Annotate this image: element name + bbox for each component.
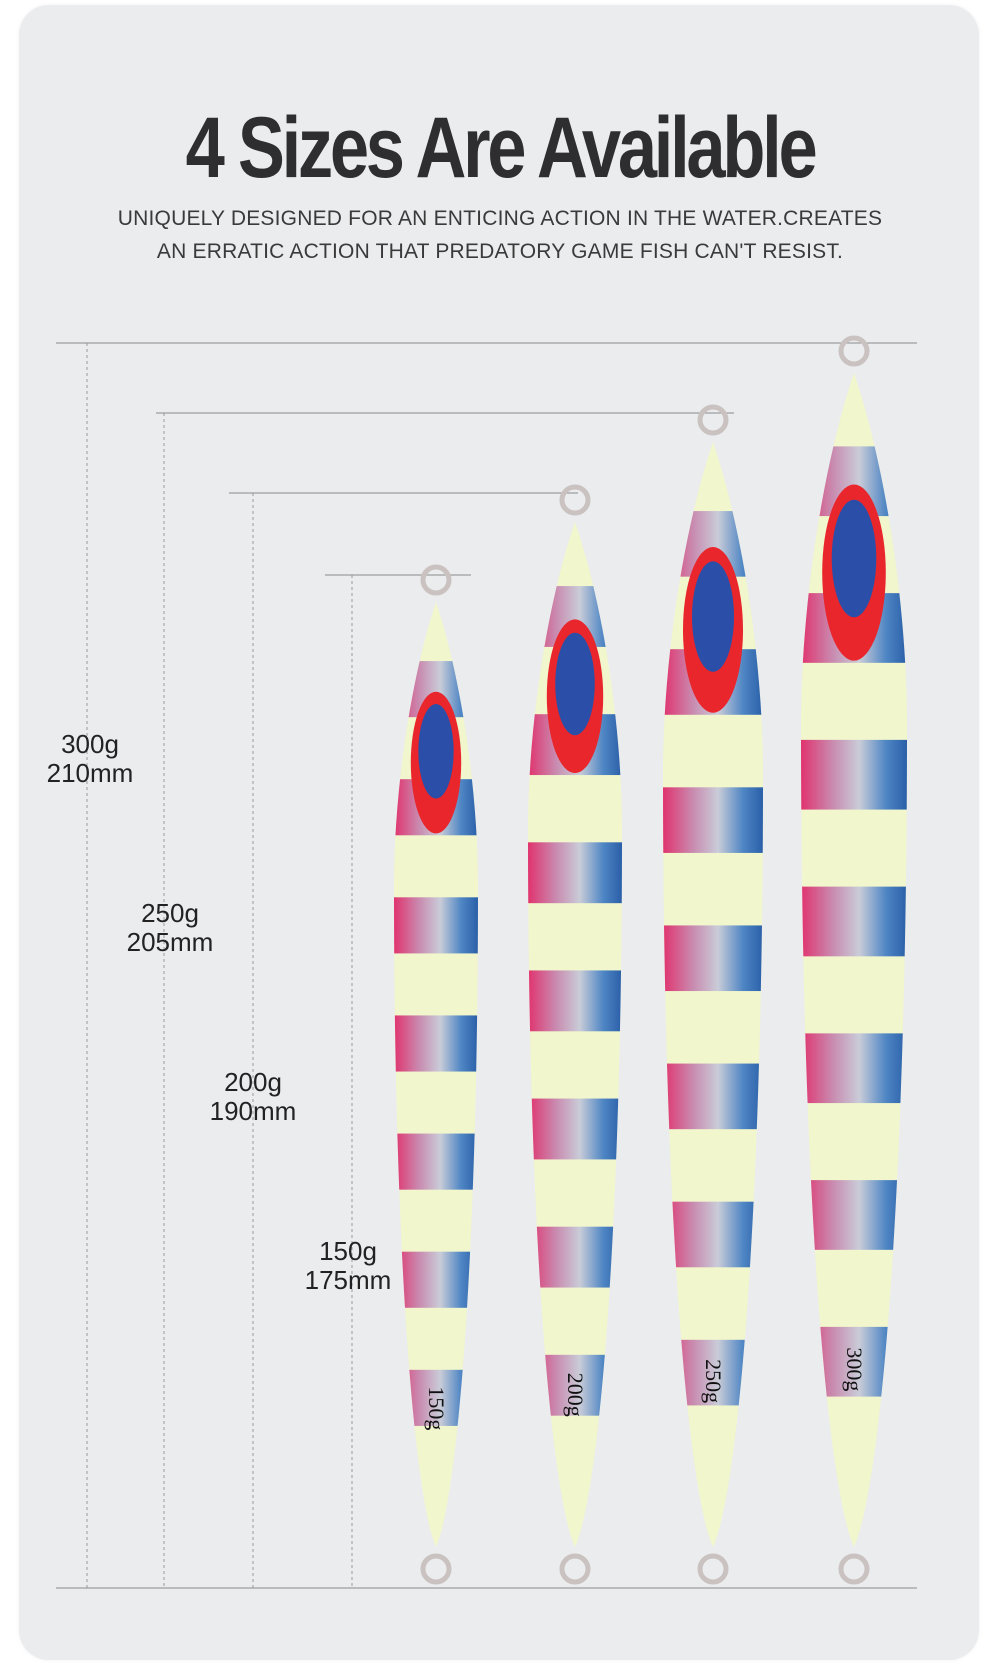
length-text: 205mm <box>126 927 214 957</box>
subtitle-line-2: AN ERRATIC ACTION THAT PREDATORY GAME FI… <box>156 240 844 263</box>
split-ring-top-icon <box>420 564 452 596</box>
lure-weight-marking: 300g <box>842 1347 867 1391</box>
split-ring-bottom-icon <box>420 1553 452 1585</box>
holo-stripe <box>394 1251 478 1308</box>
split-ring-bottom-icon <box>559 1553 591 1585</box>
eye-pupil <box>692 561 734 672</box>
weight-text: 300g <box>61 729 119 759</box>
split-ring-bottom-icon <box>697 1553 729 1585</box>
holo-stripe <box>801 1033 907 1104</box>
lure-300g: 300g <box>801 335 907 1585</box>
holo-stripe <box>528 970 622 1032</box>
size-label-300g: 300g 210mm <box>20 730 160 788</box>
eye-pupil <box>555 632 595 736</box>
lure-body <box>528 522 622 1547</box>
size-label-150g: 150g 175mm <box>278 1237 418 1295</box>
eye-pupil <box>418 704 454 799</box>
split-ring-top-icon <box>559 484 591 516</box>
lure-weight-marking: 150g <box>424 1386 449 1430</box>
holo-stripe <box>801 886 907 957</box>
weight-text: 150g <box>319 1236 377 1266</box>
length-text: 210mm <box>46 758 134 788</box>
holo-stripe <box>528 1098 622 1160</box>
size-label-200g: 200g 190mm <box>183 1068 323 1126</box>
lure-weight-marking: 200g <box>563 1373 588 1417</box>
weight-text: 250g <box>141 898 199 928</box>
lure-150g: 150g <box>394 564 478 1585</box>
holo-stripe <box>528 1226 622 1288</box>
page-title: 4 Sizes Are Available <box>185 100 818 196</box>
lure-200g: 200g <box>528 484 622 1585</box>
weight-text: 200g <box>224 1067 282 1097</box>
holo-stripe <box>801 739 907 810</box>
length-text: 175mm <box>304 1265 392 1295</box>
holo-stripe <box>394 1015 478 1072</box>
lure-body <box>394 602 478 1547</box>
holo-stripe <box>394 897 478 954</box>
lure-weight-marking: 250g <box>701 1359 726 1403</box>
lure-body <box>663 442 763 1547</box>
eye-pupil <box>831 499 877 618</box>
holo-stripe <box>663 787 763 853</box>
length-text: 190mm <box>209 1096 297 1126</box>
holo-stripe <box>394 1133 478 1190</box>
holo-stripe <box>801 1180 907 1250</box>
split-ring-top-icon <box>838 335 870 367</box>
size-label-250g: 250g 205mm <box>100 899 240 957</box>
lure-250g: 250g <box>663 404 763 1585</box>
subtitle-line-1: UNIQUELY DESIGNED FOR AN ENTICING ACTION… <box>117 207 883 230</box>
holo-stripe <box>528 842 622 904</box>
split-ring-bottom-icon <box>838 1553 870 1585</box>
holo-stripe <box>663 925 763 992</box>
lure-body <box>801 373 907 1547</box>
holo-stripe <box>663 1063 763 1130</box>
split-ring-top-icon <box>697 404 729 436</box>
holo-stripe <box>663 1201 763 1268</box>
